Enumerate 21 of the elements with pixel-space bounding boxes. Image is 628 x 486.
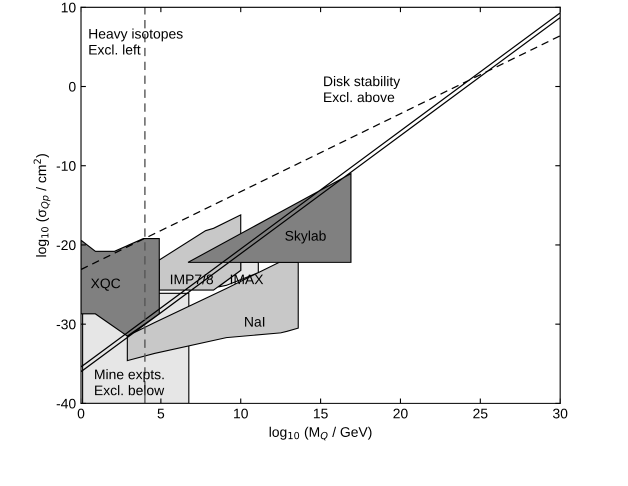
annotation: XQC — [90, 278, 120, 291]
annotation: Mine expts. Excl. below — [95, 369, 164, 396]
annotation: NaI — [245, 317, 264, 327]
x-tick-label: 20 — [393, 408, 408, 418]
x-tick-label: 5 — [158, 408, 164, 418]
y-tick-label: -40 — [56, 398, 76, 409]
annotation: Skylab — [285, 230, 326, 244]
y-tick-label: -30 — [56, 319, 76, 330]
annotation: Disk stability Excl. above — [324, 76, 400, 102]
x-tick-label: 15 — [314, 408, 328, 418]
y-tick-label: -10 — [56, 161, 76, 171]
x-tick-label: 30 — [552, 408, 568, 418]
x-tick-label: 25 — [473, 408, 488, 418]
x-tick-label: 10 — [234, 408, 248, 418]
x-axis-title: log$_{10}$ (M$_{Q}$ / GeV) — [270, 426, 372, 440]
y-tick-label: 10 — [62, 2, 76, 12]
y-tick-label: 0 — [68, 82, 76, 92]
y-axis-title: log$_{10}$ (σ$_{Qp}$ / cm$^{2}$) — [34, 154, 50, 257]
x-tick-label: 0 — [78, 408, 84, 418]
annotation: Heavy isotopes Excl. left — [89, 28, 183, 55]
y-tick-label: -20 — [56, 240, 76, 250]
